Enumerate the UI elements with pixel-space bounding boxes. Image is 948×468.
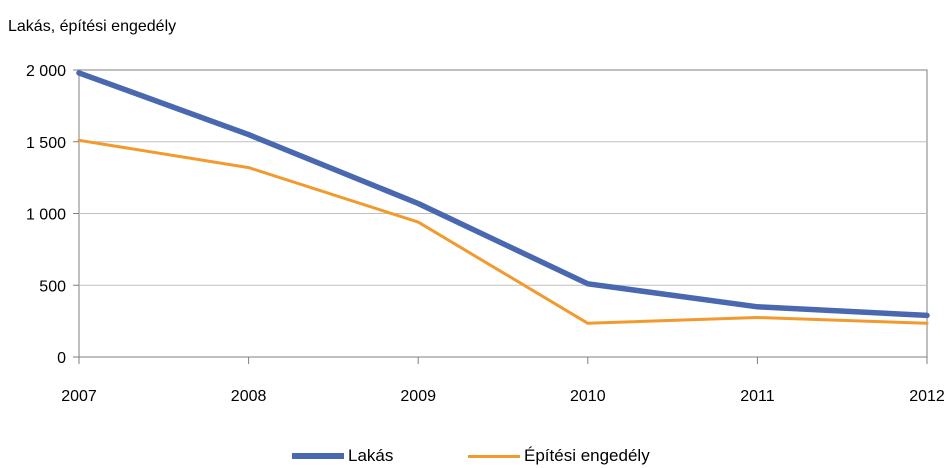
legend-label-lakas: Lakás — [348, 446, 394, 465]
legend-item-lakas: Lakás — [292, 446, 393, 466]
x-tick-label: 2007 — [61, 388, 97, 405]
x-tick-label: 2011 — [740, 388, 775, 405]
x-tick-label: 2010 — [570, 388, 606, 405]
y-tick-label: 2 000 — [26, 63, 66, 80]
x-tick-label: 2012 — [909, 388, 945, 405]
legend-swatch-lakas — [292, 453, 344, 459]
x-tick-label: 2008 — [231, 388, 267, 405]
y-tick-label: 1 000 — [26, 207, 66, 224]
y-tick-label: 0 — [57, 350, 66, 367]
x-tick-label: 2009 — [400, 388, 436, 405]
series-line-epitesi-engedely — [77, 138, 929, 325]
legend-label-epitesi-engedely: Építési engedély — [524, 446, 650, 465]
y-axis-label: Lakás, építési engedély — [8, 18, 177, 35]
series-line-lakas — [76, 70, 930, 319]
y-tick-label: 500 — [39, 278, 66, 295]
legend-swatch-epitesi-engedely — [468, 454, 520, 458]
legend-item-epitesi-engedely: Építési engedély — [468, 446, 650, 466]
y-tick-label: 1 500 — [26, 135, 66, 152]
legend: Lakás Építési engedély — [0, 446, 948, 468]
